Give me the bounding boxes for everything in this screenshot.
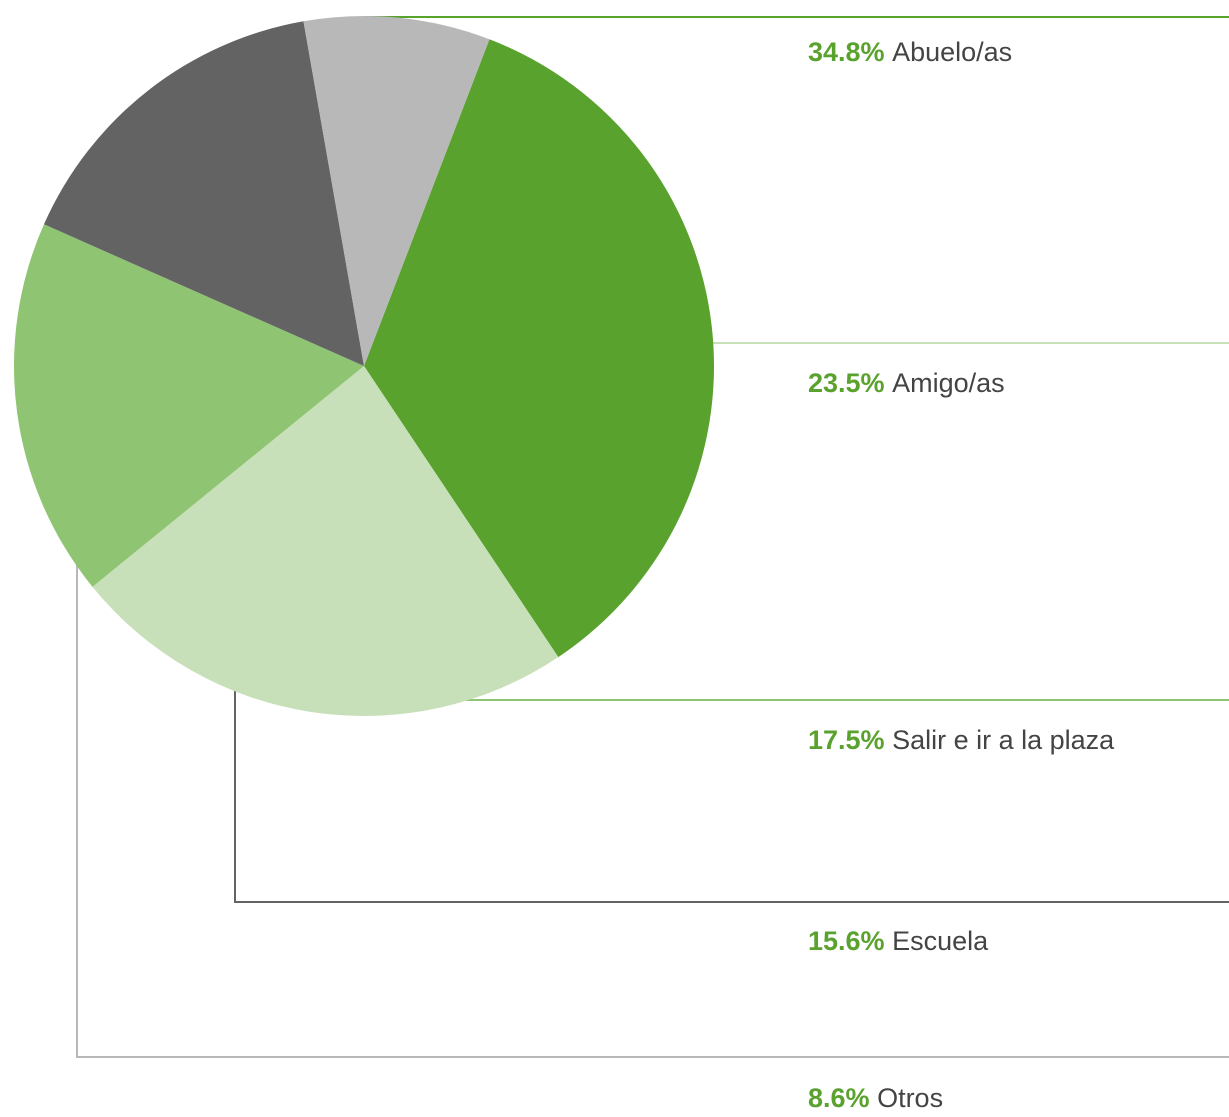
leader-line xyxy=(234,690,1229,903)
slice-percent: 23.5% xyxy=(808,368,885,398)
slice-percent: 8.6% xyxy=(808,1083,870,1113)
slice-space xyxy=(885,926,893,956)
slice-name: Abuelo/as xyxy=(892,37,1012,67)
pie-slice xyxy=(92,366,559,716)
slice-space xyxy=(870,1083,878,1113)
slice-label: 8.6% Otros xyxy=(808,1083,943,1113)
pie-slice xyxy=(13,224,364,587)
pie-slice xyxy=(364,39,714,658)
pie-slice xyxy=(303,15,490,366)
slice-space xyxy=(885,368,893,398)
pie-slice xyxy=(43,21,364,367)
slice-name: Salir e ir a la plaza xyxy=(892,725,1115,755)
slice-percent: 15.6% xyxy=(808,926,885,956)
slice-percent: 34.8% xyxy=(808,37,885,67)
slice-name: Otros xyxy=(877,1083,943,1113)
slice-space xyxy=(885,725,893,755)
slice-label: 15.6% Escuela xyxy=(808,926,989,956)
slice-space xyxy=(885,37,893,67)
slice-label: 23.5% Amigo/as xyxy=(808,368,1005,398)
slice-percent: 17.5% xyxy=(808,725,885,755)
leader-line xyxy=(76,565,1229,1058)
slice-name: Amigo/as xyxy=(892,368,1005,398)
slice-label: 34.8% Abuelo/as xyxy=(808,37,1012,67)
slice-label: 17.5% Salir e ir a la plaza xyxy=(808,725,1115,755)
slice-name: Escuela xyxy=(892,926,989,956)
